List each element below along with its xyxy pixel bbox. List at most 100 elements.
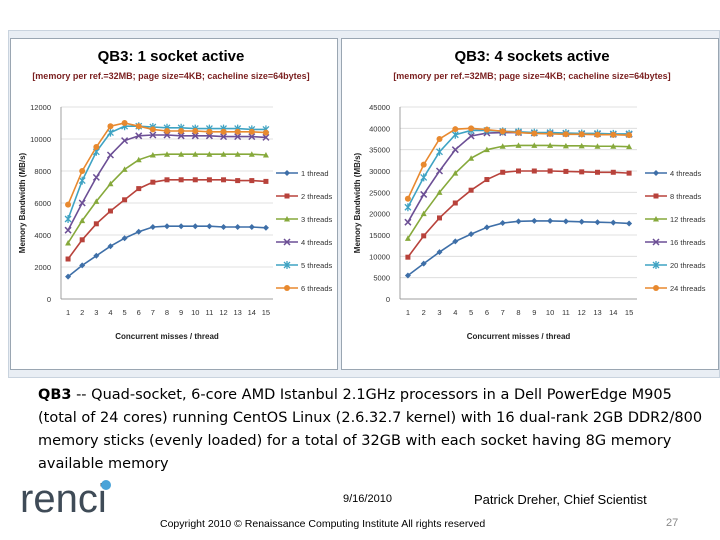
c1-data-point: [220, 128, 227, 135]
c1-series-6: [65, 120, 269, 208]
c1-data-point: [192, 151, 199, 157]
c2-x-tick-label: 9: [532, 308, 536, 317]
c1-data-point: [65, 240, 72, 246]
c2-data-point: [436, 249, 443, 256]
c2-data-point: [483, 224, 490, 231]
c1-data-point: [234, 133, 242, 141]
c2-legend-marker: [653, 285, 659, 291]
c2-y-axis-label: Memory Bandwidth (MB/s): [353, 152, 362, 253]
c2-legend-label: 24 threads: [670, 284, 706, 293]
c1-data-point: [64, 226, 72, 234]
c2-data-point: [578, 131, 585, 138]
c1-legend-label: 3 threads: [301, 215, 333, 224]
c1-data-point: [192, 223, 199, 230]
c2-data-point: [594, 143, 601, 149]
c2-data-point: [420, 260, 427, 267]
page-number: 27: [666, 517, 679, 529]
slide-date: 9/16/2010: [343, 493, 392, 505]
c1-x-tick-label: 2: [80, 308, 84, 317]
c1-data-point: [206, 177, 212, 183]
c1-data-point: [149, 224, 156, 230]
c1-data-point: [262, 129, 269, 136]
c1-data-point: [262, 224, 269, 231]
c1-series-4: [64, 131, 270, 234]
c2-data-point: [626, 170, 632, 176]
c1-legend-label: 1 thread: [301, 169, 329, 178]
c2-x-tick-label: 8: [516, 308, 520, 317]
c2-y-tick-label: 20000: [369, 210, 390, 219]
c2-data-point: [483, 146, 490, 153]
c1-legend-item: 1 thread: [276, 169, 329, 178]
c1-data-point: [248, 128, 255, 135]
c2-x-tick-label: 1: [406, 308, 410, 317]
c2-x-tick-label: 12: [578, 308, 586, 317]
c2-data-point: [595, 169, 600, 175]
c1-data-point: [206, 223, 213, 230]
c2-data-point: [420, 161, 427, 168]
c1-legend-item: 3 threads: [276, 215, 333, 224]
c2-data-point: [594, 131, 601, 138]
c1-title: QB3: 1 socket active: [98, 48, 245, 65]
c1-legend-label: 2 threads: [301, 192, 333, 201]
c2-data-point: [404, 218, 412, 226]
c1-data-point: [121, 235, 128, 242]
c1-legend-marker: [284, 170, 290, 176]
c1-y-tick-label: 6000: [34, 199, 51, 208]
c2-data-point: [420, 190, 428, 198]
c1-data-point: [135, 156, 142, 163]
c2-data-point: [547, 142, 554, 148]
c1-data-point: [107, 208, 113, 214]
c1-data-point: [107, 123, 114, 130]
c2-data-point: [516, 168, 521, 174]
c1-x-tick-label: 14: [248, 308, 256, 317]
c1-data-point: [121, 120, 128, 126]
c2-y-tick-label: 40000: [369, 124, 390, 133]
c1-legend-label: 6 threads: [301, 284, 333, 293]
c1-legend-marker: [284, 285, 290, 291]
c1-x-axis-label: Concurrent misses / thread: [115, 332, 219, 341]
c2-data-point: [562, 131, 569, 138]
c2-series-line: [407, 170, 630, 258]
c2-y-tick-label: 35000: [369, 146, 390, 155]
c2-data-point: [626, 132, 633, 139]
c2-data-point: [531, 217, 538, 224]
c2-series-line: [407, 220, 630, 277]
c1-data-point: [178, 128, 185, 134]
c1-data-point: [220, 151, 227, 157]
c1-x-tick-label: 11: [206, 308, 214, 317]
c1-data-point: [248, 151, 255, 157]
c2-data-point: [578, 142, 585, 149]
c1-x-tick-label: 12: [219, 308, 227, 317]
c2-data-point: [468, 155, 475, 161]
c1-y-tick-label: 0: [47, 295, 51, 304]
c2-y-tick-label: 45000: [369, 103, 390, 112]
c2-series-2: [405, 168, 632, 260]
c1-series-line: [67, 153, 266, 244]
c1-legend-marker: [283, 238, 291, 246]
c2-title: QB3: 4 sockets active: [454, 48, 609, 65]
renci-logo: renci: [18, 472, 118, 522]
chart-1-socket: QB3: 1 socket active [memory per ref.=32M…: [10, 38, 338, 370]
c2-legend-item: 16 threads: [645, 238, 706, 247]
slide-author: Patrick Dreher, Chief Scientist: [474, 492, 647, 507]
c1-legend-item: 5 threads: [276, 261, 333, 270]
c1-data-point: [79, 237, 85, 243]
c2-data-point: [451, 146, 459, 154]
c2-data-point: [436, 147, 443, 156]
c2-data-point: [563, 168, 569, 174]
chart-2-svg: QB3: 4 sockets active [memory per ref.=32…: [353, 48, 706, 341]
c2-data-point: [562, 142, 569, 149]
c2-legend-label: 4 threads: [670, 169, 702, 178]
c1-data-point: [93, 198, 100, 204]
c2-data-point: [594, 219, 601, 226]
c2-y-tick-label: 15000: [369, 231, 390, 240]
c1-y-tick-label: 2000: [34, 263, 51, 272]
c1-subtitle: [memory per ref.=32MB; page size=4KB; ca…: [32, 71, 309, 81]
c2-legend-label: 16 threads: [670, 238, 706, 247]
c1-data-point: [206, 151, 213, 157]
c2-legend-marker: [653, 216, 659, 222]
c2-legend-marker: [652, 261, 660, 269]
c1-data-point: [178, 177, 184, 183]
c1-data-point: [149, 152, 156, 158]
c1-data-point: [192, 128, 199, 134]
